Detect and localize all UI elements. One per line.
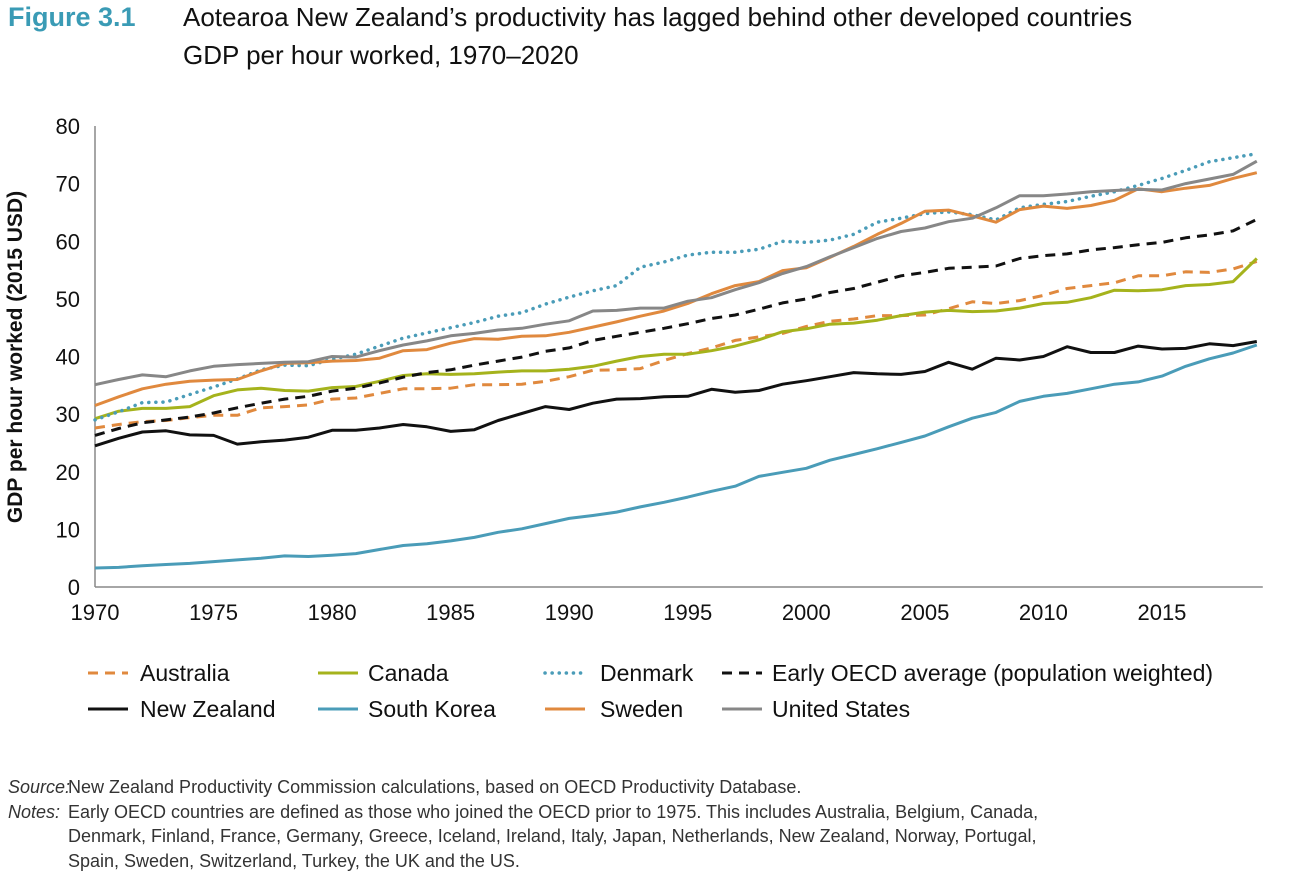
y-tick-label: 40 <box>56 345 80 370</box>
y-tick-label: 0 <box>68 575 80 600</box>
x-tick-label: 2010 <box>1019 600 1068 625</box>
x-tick-label: 1990 <box>545 600 594 625</box>
x-tick-label: 2000 <box>782 600 831 625</box>
x-tick-label: 1980 <box>308 600 357 625</box>
notes-label: Notes: <box>8 801 61 822</box>
y-tick-label: 80 <box>56 114 80 139</box>
source-text: New Zealand Productivity Commission calc… <box>68 777 802 797</box>
series-line-sweden <box>94 171 1258 407</box>
x-tick-label: 2015 <box>1137 600 1186 625</box>
x-tick-label: 1975 <box>189 600 238 625</box>
legend-label: Denmark <box>600 660 694 686</box>
series-line-canada <box>94 257 1258 421</box>
x-tick-label: 1985 <box>426 600 475 625</box>
figure-label: Figure 3.1 <box>8 2 136 32</box>
y-tick-label: 20 <box>56 460 80 485</box>
series-line-south-korea <box>94 343 1258 570</box>
series-line-early-oecd-average-population-weighted- <box>94 218 1258 437</box>
legend-label: Australia <box>140 660 230 686</box>
legend-label: New Zealand <box>140 696 276 722</box>
line-chart: 0 10 20 30 40 50 60 70 80 1970 1975 1980 1985 1990 199… <box>4 114 1263 722</box>
y-tick-label: 10 <box>56 517 80 542</box>
x-tick-label: 1970 <box>71 600 120 625</box>
legend-label: United States <box>772 696 910 722</box>
x-tick-label: 2005 <box>900 600 949 625</box>
legend-label: Sweden <box>600 696 683 722</box>
x-tick-label: 1995 <box>663 600 712 625</box>
series-line-new-zealand <box>94 340 1258 448</box>
y-tick-label: 50 <box>56 287 80 312</box>
notes-line: Early OECD countries are defined as thos… <box>68 801 1039 822</box>
legend-label: South Korea <box>368 696 496 722</box>
legend-label: Canada <box>368 660 449 686</box>
notes-block: Source: New Zealand Productivity Commissi… <box>8 775 1038 873</box>
notes-line: Denmark, Finland, France, Germany, Greec… <box>68 826 1037 846</box>
source-label: Source: <box>8 777 71 797</box>
series-line-australia <box>94 259 1258 430</box>
legend-label: Early OECD average (population weighted) <box>772 660 1213 686</box>
series-line-united-states <box>94 159 1258 387</box>
y-axis-label: GDP per hour worked (2015 USD) <box>4 191 27 523</box>
y-tick-label: 60 <box>56 229 80 254</box>
notes-line: Spain, Sweden, Switzerland, Turkey, the … <box>68 850 520 871</box>
chart-subtitle: GDP per hour worked, 1970–2020 <box>183 40 579 70</box>
y-tick-label: 30 <box>56 402 80 427</box>
chart-title: Aotearoa New Zealand’s productivity has … <box>183 2 1133 32</box>
y-tick-label: 70 <box>56 172 80 197</box>
